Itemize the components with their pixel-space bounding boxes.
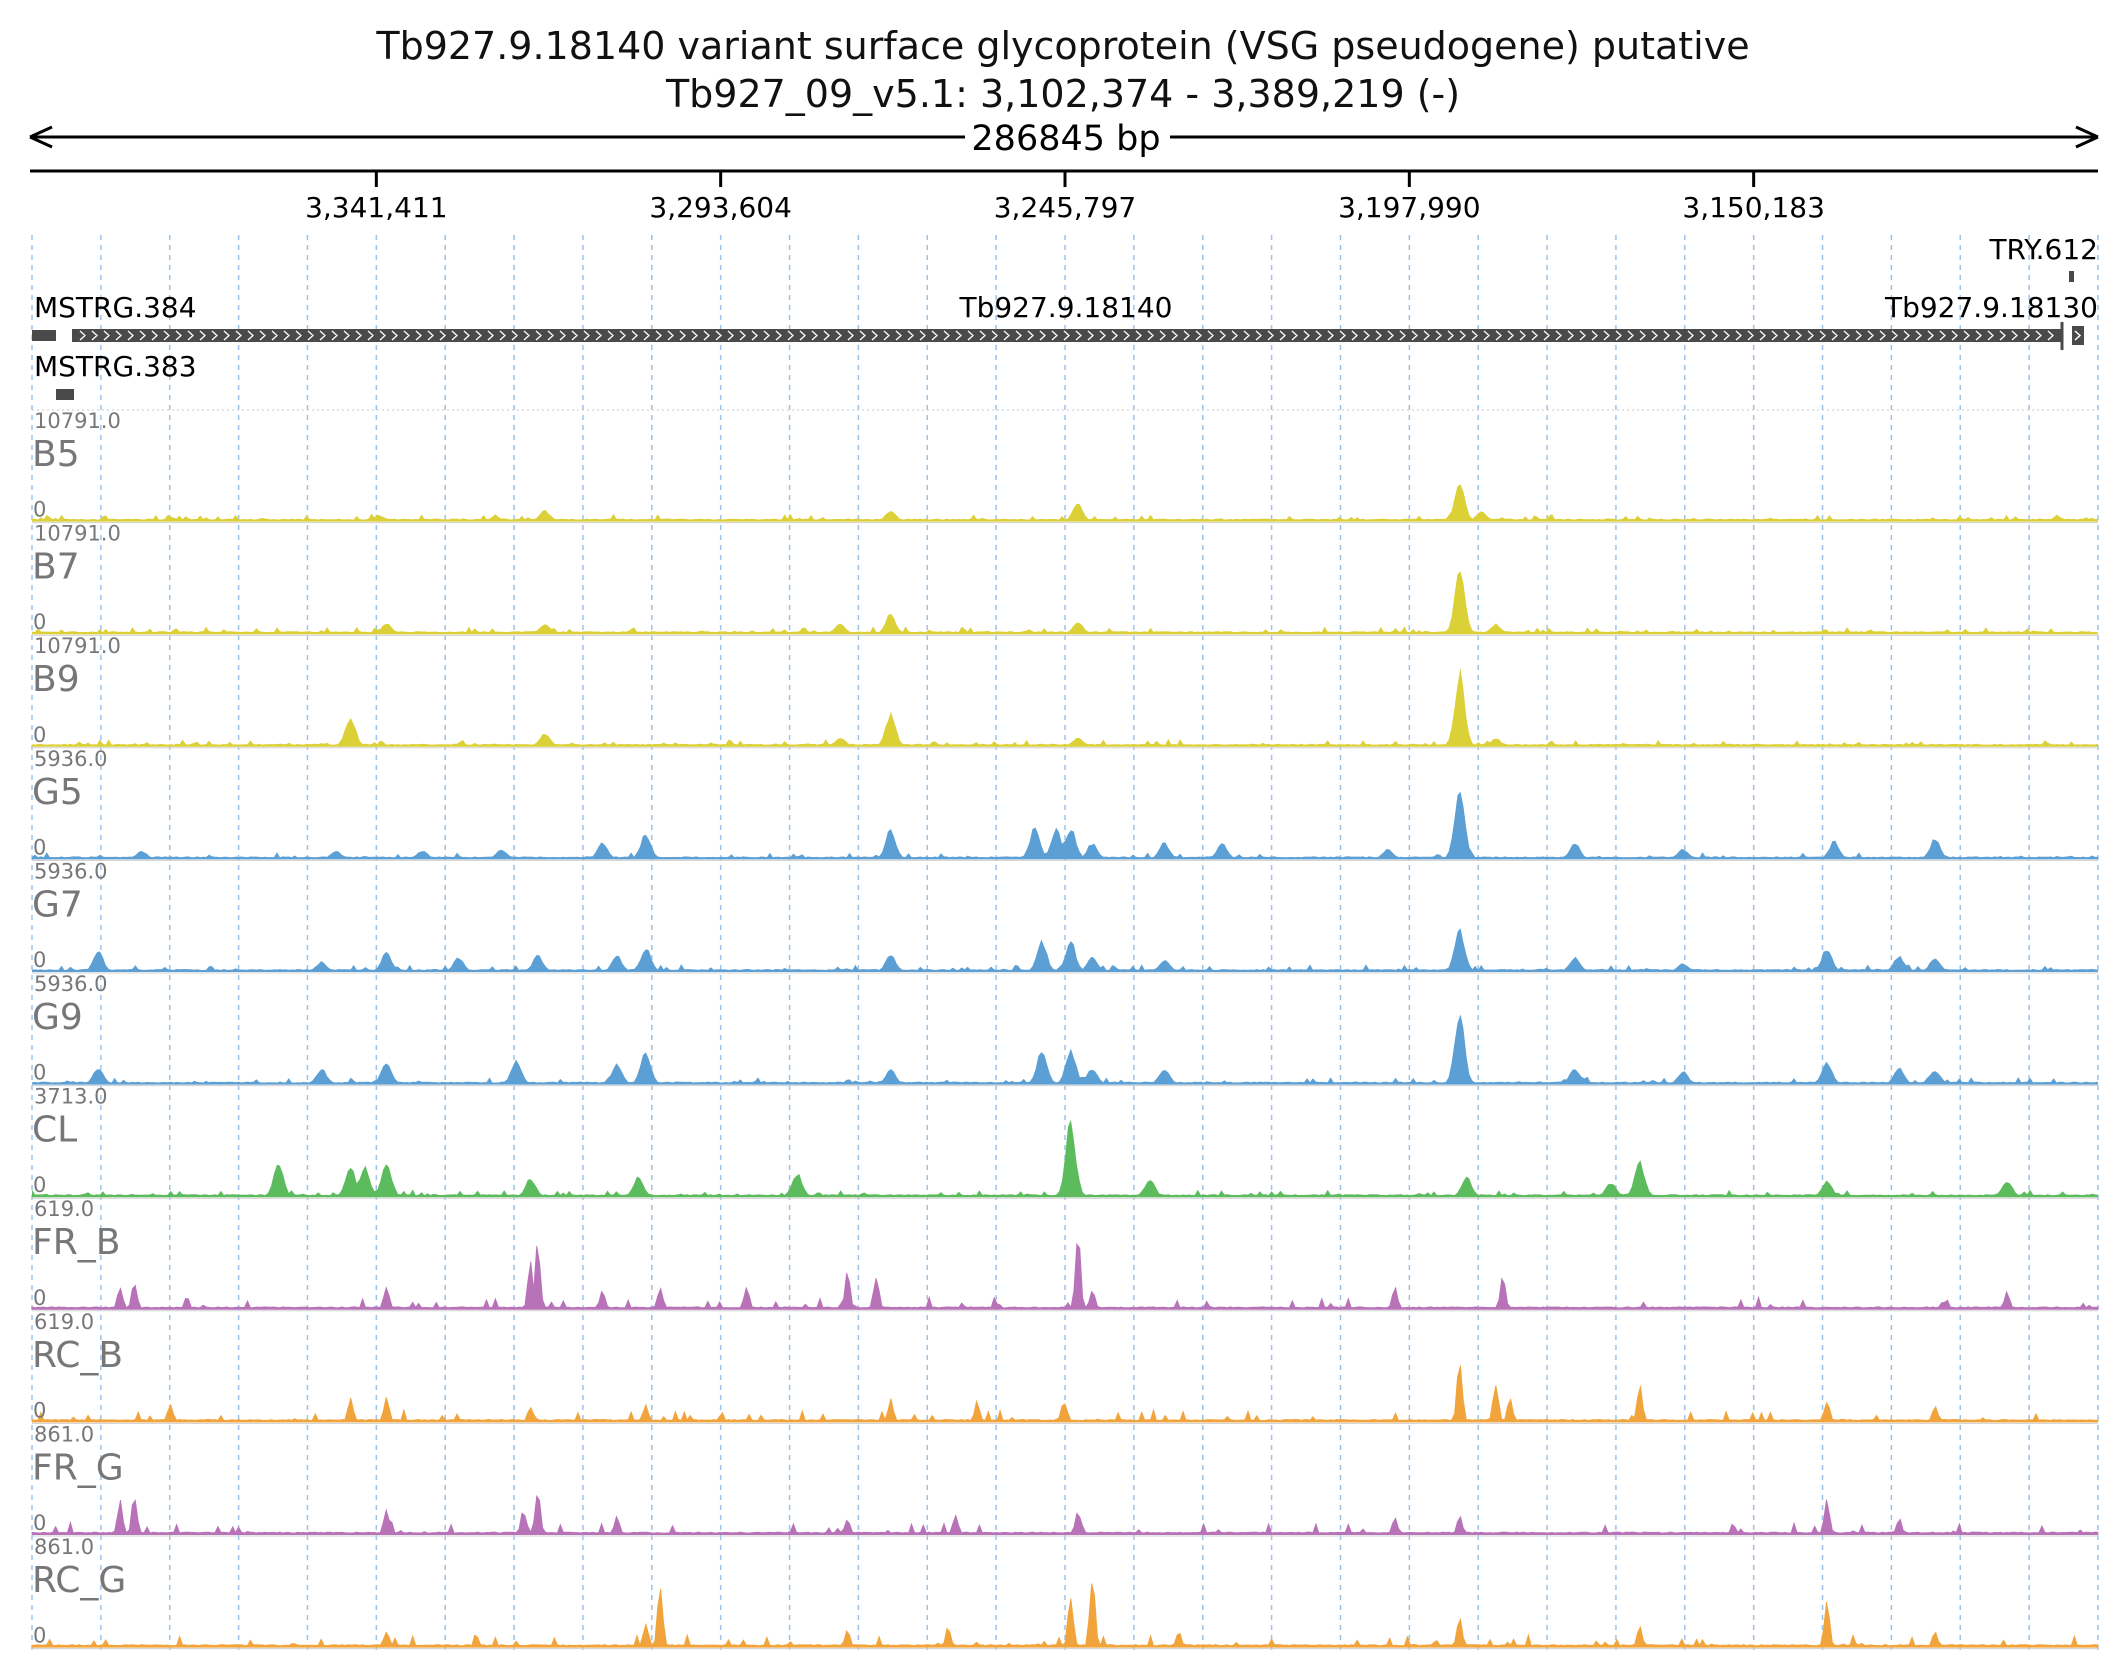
track-rc-g: 861.0RC_G 0 (31, 1535, 2099, 1650)
track-rc-b: 619.0RC_B 0 (31, 1310, 2099, 1424)
track-max-label: 619.0 (34, 1310, 94, 1334)
track-name: RC_B (32, 1335, 123, 1376)
ruler-tick-label: 3,245,797 (994, 191, 1137, 224)
track-b9: 10791.0B9 0 (32, 634, 2098, 749)
track-cl: 3713.0CL 0 (32, 1085, 2098, 1199)
track-max-label: 10791.0 (34, 409, 121, 433)
track-g9: 5936.0G9 0 (32, 972, 2098, 1087)
track-min-label: 0 (33, 723, 46, 747)
gene-label-try612: TRY.612 (1988, 233, 2098, 266)
track-max-label: 3713.0 (34, 1085, 107, 1109)
coverage-area (31, 1365, 2099, 1422)
ruler-ticks: 3,341,411 3,293,604 3,245,797 3,197,990 3,15… (305, 171, 1825, 224)
track-name: G5 (32, 772, 83, 813)
track-name: B5 (32, 434, 80, 475)
locus-label: Tb927_09_v5.1: 3,102,374 - 3,389,219 (-) (665, 72, 1461, 116)
track-max-label: 5936.0 (34, 747, 107, 771)
gene-annotation-track: TRY.612 MSTRG.384 Tb927.9.18140 Tb927.9.181… (32, 233, 2098, 411)
ruler-tick-label: 3,150,183 (1682, 191, 1825, 224)
track-name: FR_G (32, 1447, 124, 1488)
ruler-tick-label: 3,293,604 (649, 191, 792, 224)
track-fr-g: 861.0FR_G 0 (31, 1422, 2099, 1537)
ruler-tick-label: 3,197,990 (1338, 191, 1481, 224)
track-min-label: 0 (33, 498, 46, 522)
gene-feature-mstrg383 (56, 389, 74, 400)
strand-chevron-icon (2074, 330, 2082, 341)
track-name: G7 (32, 884, 83, 925)
track-min-label: 0 (33, 1511, 46, 1535)
track-min-label: 0 (33, 610, 46, 634)
gene-feature-tb927-9-18140 (72, 329, 2062, 342)
vertical-gridlines (31, 235, 2099, 1650)
track-fr-b: 619.0FR_B 0 (31, 1197, 2099, 1312)
track-max-label: 10791.0 (34, 522, 121, 546)
track-name: G9 (32, 997, 83, 1038)
strand-chevrons-icon (79, 330, 2054, 341)
track-g7: 5936.0G7 0 (32, 859, 2098, 974)
track-b5: 10791.0B5 0 (32, 409, 2098, 524)
span-ruler: 286845 bp (29, 119, 2099, 159)
coordinate-ruler: 3,341,411 3,293,604 3,245,797 3,197,990 3,15… (30, 169, 2098, 224)
coverage-area (32, 1119, 2098, 1197)
track-max-label: 10791.0 (34, 634, 121, 658)
track-name: RC_G (32, 1560, 126, 1601)
track-min-label: 0 (33, 1624, 46, 1648)
track-b7: 10791.0B7 0 (32, 522, 2098, 636)
coverage-area (31, 1494, 2099, 1535)
arrow-left-icon (29, 125, 53, 149)
coverage-tracks: 10791.0B5010791.0B7010791.0B905936.0G505… (31, 409, 2099, 1650)
track-max-label: 5936.0 (34, 859, 107, 883)
coverage-area (32, 1014, 2098, 1084)
gene-label-mstrg383: MSTRG.383 (34, 350, 197, 383)
track-name: B7 (32, 547, 80, 588)
track-min-label: 0 (33, 1286, 46, 1310)
coverage-area (31, 1583, 2099, 1647)
gene-label-tb927-9-18130: Tb927.9.18130 (1884, 291, 2098, 324)
arrow-right-icon (2075, 125, 2099, 149)
track-g5: 5936.0G5 0 (32, 747, 2098, 861)
coverage-area (32, 571, 2098, 634)
track-min-label: 0 (33, 1173, 46, 1197)
coverage-area (31, 1242, 2099, 1310)
span-label: 286845 bp (971, 119, 1160, 159)
track-min-label: 0 (33, 948, 46, 972)
gene-label-tb927-9-18140: Tb927.9.18140 (958, 291, 1172, 324)
track-max-label: 5936.0 (34, 972, 107, 996)
coverage-area (32, 928, 2098, 971)
page-title: Tb927.9.18140 variant surface glycoprote… (376, 24, 1750, 68)
track-max-label: 619.0 (34, 1197, 94, 1221)
track-max-label: 861.0 (34, 1422, 94, 1446)
track-min-label: 0 (33, 1398, 46, 1422)
coverage-area (32, 791, 2098, 859)
track-name: FR_B (32, 1222, 120, 1263)
track-max-label: 861.0 (34, 1535, 94, 1559)
track-name: B9 (32, 659, 80, 700)
track-name: CL (32, 1110, 77, 1151)
gene-label-mstrg384: MSTRG.384 (34, 291, 197, 324)
gene-feature-try612 (2069, 271, 2074, 282)
track-min-label: 0 (33, 835, 46, 859)
gene-feature-mstrg384 (32, 330, 56, 341)
gene-feature-tb927-9-18130 (2072, 326, 2084, 345)
track-min-label: 0 (33, 1061, 46, 1085)
ruler-tick-label: 3,341,411 (305, 191, 448, 224)
